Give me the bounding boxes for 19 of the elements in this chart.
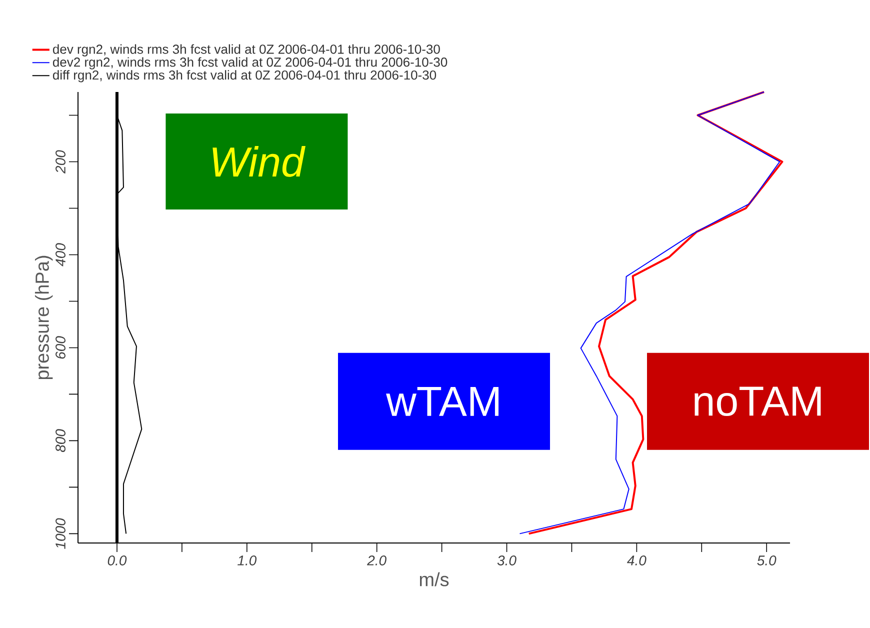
y-tick-label: 200 [56,150,66,174]
y-tick-label: 1000 [56,518,66,549]
x-tick-label: 1.0 [238,556,257,566]
legend-label: dev2 rgn2, winds rms 3h fcst valid at 0Z 2006-04-01 thru 2006-10-30 [52,57,448,70]
legend-label: diff rgn2, winds rms 3h fcst valid at 0Z 2006-04-01 thru 2006-10-30 [52,70,436,82]
y-axis-title: pressure (hPa) [34,256,53,380]
annotation: wTAM [386,386,498,416]
y-tick-label: 800 [56,429,66,452]
x-tick-label: 4.0 [627,556,646,566]
x-tick-label: 3.0 [497,556,516,566]
x-tick-label: 2.0 [367,556,386,566]
x-axis-title: m/s [420,572,449,586]
y-tick-label: 400 [56,243,66,266]
annotation: Wind [212,146,306,177]
y-tick-label: 600 [56,336,66,359]
x-tick-label: 0.0 [108,556,127,566]
annotation: noTAM [694,386,821,416]
x-tick-label: 5.0 [757,556,776,566]
legend-label: dev rgn2, winds rms 3h fcst valid at 0Z 2006-04-01 thru 2006-10-30 [52,44,440,56]
